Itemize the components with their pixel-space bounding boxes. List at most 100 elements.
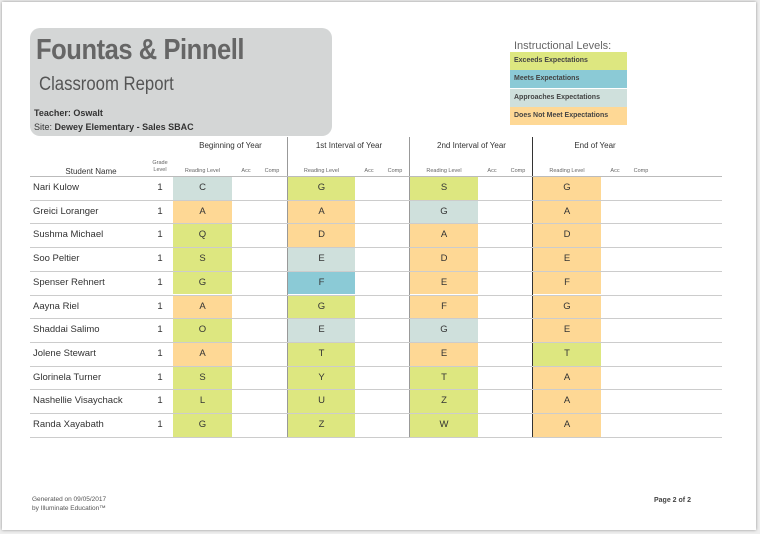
- grade: 1: [157, 300, 163, 312]
- column-header: Reading Level: [184, 168, 221, 174]
- grade: 1: [157, 276, 163, 288]
- reading-level-cell: L: [173, 390, 232, 413]
- row-rule: [30, 270, 722, 272]
- period-header: Beginning of Year: [199, 141, 262, 150]
- reading-level-cell: A: [533, 414, 601, 437]
- student-name: Greici Loranger: [33, 205, 99, 217]
- grade: 1: [157, 229, 163, 241]
- divider: [532, 137, 533, 437]
- reading-level-cell: A: [173, 295, 232, 319]
- divider: [287, 137, 288, 437]
- column-header: Comp: [264, 168, 280, 174]
- reading-level-cell: E: [533, 248, 601, 271]
- grade: 1: [157, 395, 163, 407]
- student-name: Aayna Riel: [33, 300, 79, 312]
- row-rule: [30, 413, 722, 414]
- reading-level-cell: S: [173, 248, 232, 271]
- legend-item: Exceeds Expectations: [510, 52, 627, 70]
- reading-level-cell: A: [533, 366, 601, 390]
- student-name: Glorinela Turner: [33, 371, 102, 383]
- reading-level-cell: Q: [173, 224, 232, 248]
- grade: 1: [157, 253, 163, 265]
- column-header: Acc: [610, 168, 620, 174]
- column-header: Reading Level: [426, 168, 462, 174]
- period-header: 1st Interval of Year: [315, 141, 383, 150]
- teacher-name: Oswalt: [73, 108, 103, 118]
- title: Fountas & Pinnell: [36, 34, 245, 66]
- column-header: Reading Level: [549, 168, 585, 174]
- period-header: End of Year: [574, 141, 616, 150]
- reading-level-cell: T: [533, 342, 601, 366]
- reading-level-cell: G: [410, 319, 478, 342]
- header-rule: [30, 176, 722, 177]
- row-rule: [30, 223, 722, 225]
- student-name: Sushma Michael: [33, 229, 104, 241]
- column-header: Reading Level: [303, 168, 340, 174]
- site: Site: Dewey Elementary - Sales SBAC: [34, 122, 194, 132]
- reading-level-cell: G: [410, 200, 478, 224]
- reading-level-cell: F: [288, 271, 355, 295]
- teacher: Teacher: Oswalt: [34, 108, 103, 118]
- reading-level-cell: D: [533, 224, 601, 248]
- reading-level-cell: D: [410, 248, 478, 271]
- legend-item: Approaches Expectations: [510, 88, 627, 107]
- reading-level-cell: A: [533, 390, 601, 413]
- reading-level-cell: F: [410, 295, 478, 319]
- site-name: Dewey Elementary - Sales SBAC: [54, 122, 194, 132]
- reading-level-cell: O: [173, 319, 232, 342]
- column-header: Student Name: [65, 167, 117, 176]
- grade: 1: [157, 371, 163, 383]
- column-header: Acc: [364, 168, 374, 174]
- reading-level-cell: D: [288, 224, 355, 248]
- reading-level-cell: A: [410, 224, 478, 248]
- reading-level-cell: W: [410, 414, 478, 437]
- site-label: Site:: [34, 122, 53, 132]
- reading-level-cell: G: [533, 295, 601, 319]
- reading-level-cell: E: [410, 342, 478, 366]
- divider: [409, 137, 410, 437]
- reading-level-cell: T: [288, 342, 355, 366]
- reading-level-cell: G: [173, 271, 232, 295]
- footer-generated: Generated on 09/05/2017: [32, 496, 107, 503]
- column-header: Comp: [510, 168, 526, 174]
- row-rule: [30, 318, 722, 320]
- reading-level-cell: A: [173, 342, 232, 366]
- student-name: Shaddai Salimo: [33, 324, 100, 336]
- period-header: 2nd Interval of Year: [437, 141, 506, 150]
- reading-level-cell: E: [288, 319, 355, 342]
- reading-level-cell: C: [173, 177, 232, 200]
- footer-by: by Illuminate Education™: [32, 505, 106, 512]
- reading-level-cell: G: [288, 295, 355, 319]
- row-rule: [30, 247, 722, 249]
- student-name: Nashellie Visaychack: [33, 395, 123, 407]
- footer-page: Page 2 of 2: [654, 497, 691, 504]
- reading-level-cell: G: [173, 414, 232, 437]
- reading-level-cell: S: [173, 366, 232, 390]
- subtitle: Classroom Report: [39, 74, 174, 95]
- reading-level-cell: Z: [288, 414, 355, 437]
- reading-level-cell: A: [288, 200, 355, 224]
- legend-item: Meets Expectations: [510, 70, 627, 89]
- grade: 1: [157, 205, 163, 217]
- legend-title: Instructional Levels:: [514, 40, 612, 52]
- grade: 1: [157, 347, 163, 359]
- reading-level-cell: E: [410, 271, 478, 295]
- column-header: Comp: [387, 168, 403, 174]
- student-name: Soo Peltier: [33, 253, 80, 265]
- student-name: Nari Kulow: [33, 182, 79, 193]
- row-rule: [30, 294, 722, 296]
- grade: 1: [157, 419, 163, 430]
- student-name: Jolene Stewart: [33, 347, 96, 359]
- student-name: Randa Xayabath: [33, 419, 104, 430]
- reading-level-cell: Y: [288, 366, 355, 390]
- row-rule: [30, 389, 722, 391]
- row-rule: [30, 199, 722, 201]
- reading-level-cell: U: [288, 390, 355, 413]
- reading-level-cell: Z: [410, 390, 478, 413]
- reading-level-cell: A: [173, 200, 232, 224]
- reading-level-cell: F: [533, 271, 601, 295]
- reading-level-cell: A: [533, 200, 601, 224]
- grade: 1: [157, 182, 163, 193]
- reading-level-cell: G: [533, 177, 601, 200]
